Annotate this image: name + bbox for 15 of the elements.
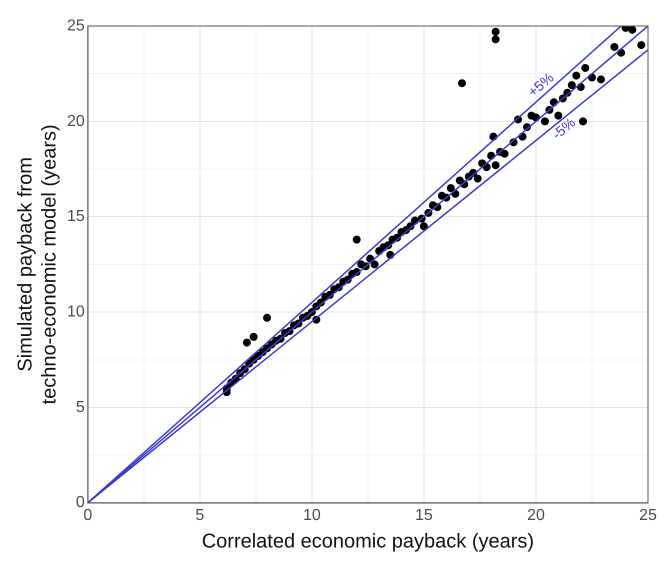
- x-tick-label: 10: [302, 506, 321, 524]
- y-axis-title: Simulated payback from techno-economic model (years): [14, 124, 61, 404]
- x-tick-label: 25: [639, 506, 657, 524]
- annotation: +5%: [524, 69, 557, 100]
- x-tick-label: 20: [527, 506, 545, 524]
- y-tick-label: 5: [76, 398, 85, 416]
- y-tick-label: 0: [76, 494, 85, 512]
- annotation: -5%: [548, 114, 578, 142]
- y-tick-label: 20: [67, 112, 85, 130]
- x-tick-label: 5: [195, 506, 204, 524]
- y-tick-label: 15: [67, 208, 85, 226]
- y-tick-label: 10: [67, 303, 85, 320]
- x-axis-title: Correlated economic payback (years): [202, 530, 534, 553]
- y-tick-label: 25: [67, 17, 85, 34]
- x-tick-label: 15: [415, 506, 433, 524]
